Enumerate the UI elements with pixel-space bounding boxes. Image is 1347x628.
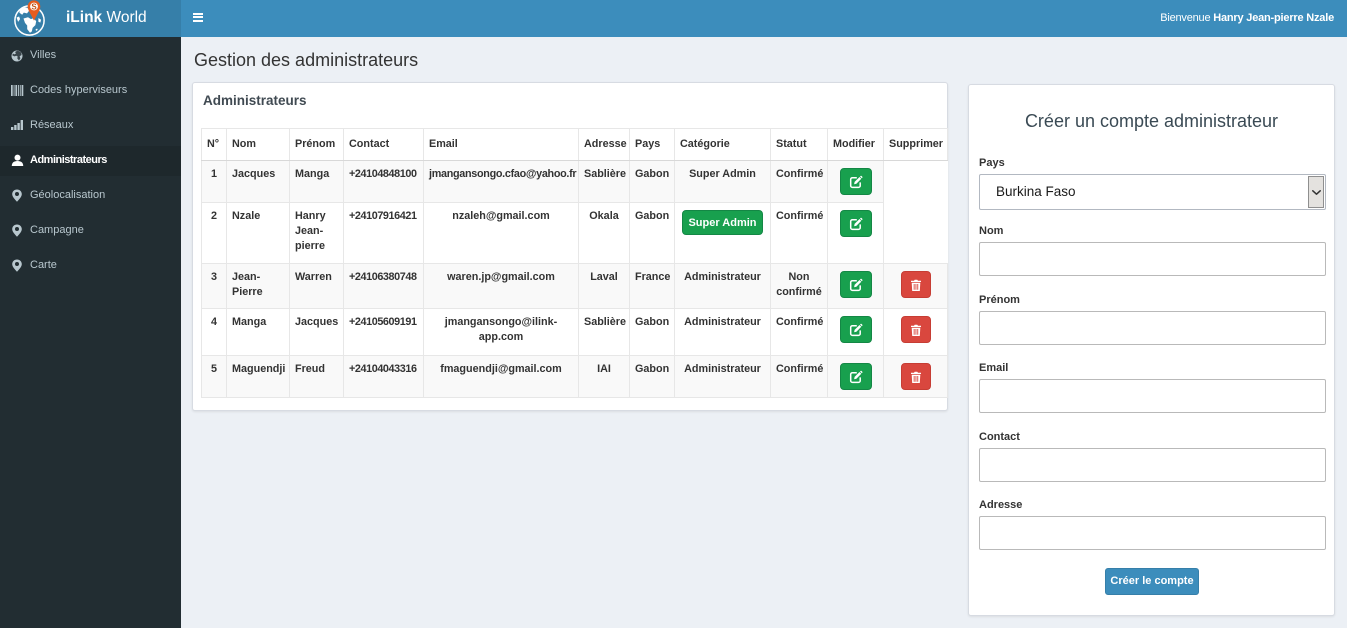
svg-text:S: S [31,2,37,11]
